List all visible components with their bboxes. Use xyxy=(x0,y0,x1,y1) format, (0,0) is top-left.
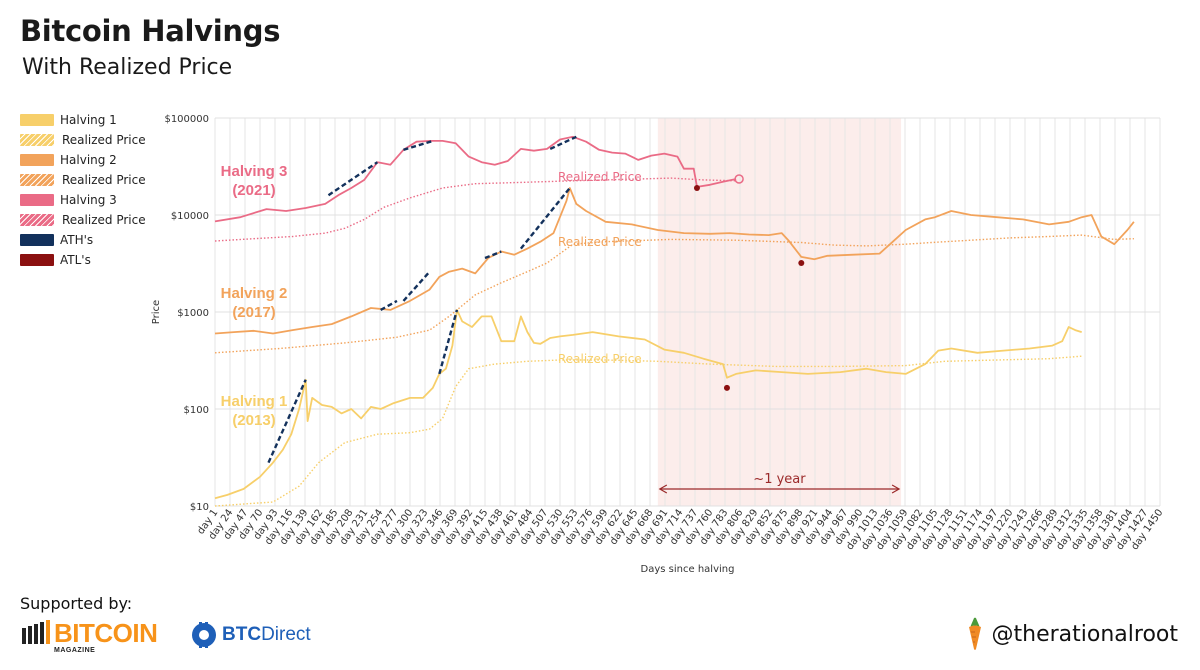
handle-text: @therationalroot xyxy=(991,621,1178,647)
price-line xyxy=(214,187,1135,335)
series-label: Halving 1 xyxy=(221,393,288,410)
legend: Halving 1 Realized Price Halving 2 Realized… xyxy=(20,110,146,270)
y-tick-label: $100000 xyxy=(164,114,209,125)
legend-item: ATH's xyxy=(20,230,146,250)
y-tick-label: $10 xyxy=(190,502,209,513)
legend-item: Realized Price xyxy=(20,130,146,150)
legend-label: Realized Price xyxy=(62,213,146,227)
atl-point xyxy=(693,184,700,191)
legend-swatch xyxy=(20,174,54,186)
legend-swatch xyxy=(20,234,54,246)
author-handle: @therationalroot xyxy=(964,617,1178,651)
legend-swatch xyxy=(20,114,54,126)
ath-segment xyxy=(267,379,307,464)
y-tick-label: $100 xyxy=(184,405,209,416)
bitcoin-magazine-sub: MAGAZINE xyxy=(54,647,96,654)
btcdirect-coin-icon xyxy=(192,622,216,648)
legend-item: Halving 3 xyxy=(20,190,146,210)
btcdirect-logo: BTC Direct xyxy=(190,620,311,650)
carrot-icon xyxy=(968,617,981,650)
legend-swatch xyxy=(20,134,54,146)
legend-swatch xyxy=(20,214,54,226)
legend-swatch xyxy=(20,194,54,206)
realized-price-annotation: Realized Price xyxy=(558,235,642,249)
year-arrow-label: ~1 year xyxy=(753,472,806,487)
realized-price-annotation: Realized Price xyxy=(558,170,642,184)
ath-segment xyxy=(327,161,379,197)
bitcoin-magazine-logo: BITCOIN MAGAZINE xyxy=(20,618,158,654)
bitcoin-magazine-bars-icon xyxy=(22,620,50,644)
year-arrow-left xyxy=(658,484,668,494)
ath-segment xyxy=(380,299,398,311)
legend-item: ATL's xyxy=(20,250,146,270)
legend-label: Halving 2 xyxy=(60,153,117,167)
series-label: Halving 2 xyxy=(221,285,288,302)
btcdirect-word-bold: BTC xyxy=(222,624,262,645)
ath-segment xyxy=(403,139,434,151)
x-axis-label: Days since halving xyxy=(641,564,735,575)
page-subtitle: With Realized Price xyxy=(22,55,233,80)
series-label: (2021) xyxy=(232,182,275,199)
atl-point xyxy=(798,260,805,267)
page-title: Bitcoin Halvings xyxy=(20,14,281,48)
price-line xyxy=(214,308,1082,500)
ath-segment xyxy=(402,270,431,302)
ath-segment xyxy=(484,250,502,260)
series-label: (2017) xyxy=(232,304,275,321)
legend-label: Realized Price xyxy=(62,173,146,187)
legend-label: ATH's xyxy=(60,233,94,247)
supported-by-label: Supported by: xyxy=(20,594,133,613)
ath-segment xyxy=(519,187,571,250)
y-tick-label: $10000 xyxy=(171,211,209,222)
legend-label: Halving 1 xyxy=(60,113,117,127)
series-label: (2013) xyxy=(232,412,275,429)
ath-segment xyxy=(438,309,459,375)
year-arrow-right xyxy=(891,484,901,494)
legend-label: Halving 3 xyxy=(60,193,117,207)
y-tick-label: $1000 xyxy=(177,308,209,319)
legend-swatch xyxy=(20,154,54,166)
atl-point xyxy=(723,384,730,391)
realized-price-line xyxy=(214,177,737,242)
ath-segment xyxy=(549,135,577,151)
legend-item: Halving 2 xyxy=(20,150,146,170)
legend-item: Realized Price xyxy=(20,170,146,190)
price-line xyxy=(214,135,737,223)
bitcoin-magazine-word: BITCOIN xyxy=(54,618,158,648)
realized-price-line xyxy=(214,355,1082,507)
series-label: Halving 3 xyxy=(221,163,288,180)
legend-swatch xyxy=(20,254,54,266)
current-price-marker xyxy=(734,174,744,184)
legend-item: Realized Price xyxy=(20,210,146,230)
legend-label: Realized Price xyxy=(62,133,146,147)
y-axis-label: Price xyxy=(151,300,162,324)
legend-label: ATL's xyxy=(60,253,91,267)
realized-price-annotation: Realized Price xyxy=(558,352,642,366)
legend-item: Halving 1 xyxy=(20,110,146,130)
btcdirect-word: Direct xyxy=(261,624,311,645)
